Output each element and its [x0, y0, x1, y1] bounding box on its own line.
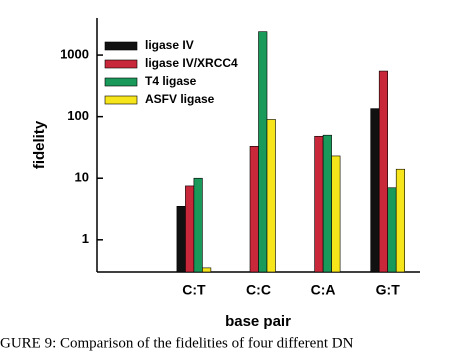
y-tick-label: 100 [67, 108, 89, 123]
x-tick-label: G:T [376, 282, 401, 298]
bar [202, 267, 212, 273]
bar [258, 31, 268, 273]
bar [185, 185, 195, 273]
y-tick-label: 10 [75, 170, 89, 185]
bar [387, 187, 397, 273]
legend-label: ASFV ligase [145, 92, 215, 106]
bar [266, 119, 276, 273]
x-tick-label: C:T [182, 282, 206, 298]
legend-label: ligase IV [145, 38, 194, 52]
legend-swatch [104, 59, 138, 69]
legend-swatch [104, 95, 138, 105]
bar [249, 145, 259, 273]
legend-swatch [104, 77, 138, 87]
bar [378, 70, 389, 273]
bar [176, 206, 186, 273]
bar [314, 135, 324, 273]
y-axis-label: fidelity [31, 120, 48, 169]
y-tick-label: 1 [82, 231, 89, 246]
bar [331, 155, 341, 273]
y-tick-label: 1000 [60, 47, 89, 62]
bar [193, 177, 203, 273]
x-tick-label: C:A [311, 282, 336, 298]
bar [322, 134, 332, 273]
legend-swatch [104, 41, 138, 51]
legend-label: T4 ligase [145, 74, 197, 88]
legend-label: ligase IV/XRCC4 [145, 56, 238, 70]
x-tick-label: C:C [246, 282, 271, 298]
bar [370, 108, 380, 273]
bar [395, 168, 406, 273]
caption: GURE 9: Comparison of the fidelities of … [0, 335, 354, 351]
x-axis-label: base pair [225, 313, 291, 330]
